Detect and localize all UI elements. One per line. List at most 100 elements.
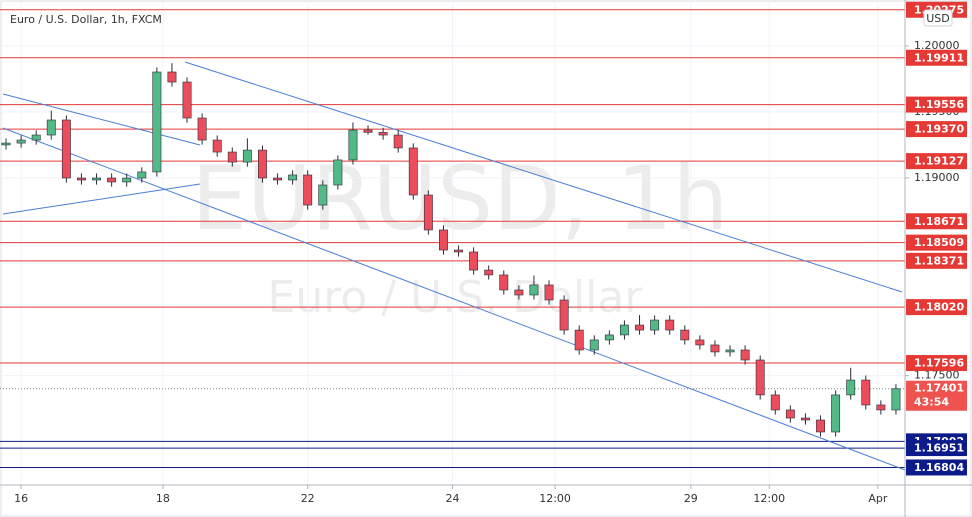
candle-body	[650, 319, 660, 331]
countdown: 43:54	[914, 396, 949, 409]
x-tick-label: 29	[684, 492, 698, 505]
watermark: EURUSD, 1h	[192, 147, 729, 250]
candle-body	[544, 284, 554, 301]
candle-body	[801, 417, 810, 421]
candle-body	[635, 324, 644, 331]
candle-body	[680, 329, 690, 341]
candle-body	[167, 71, 177, 83]
trend-line	[2, 183, 201, 215]
trend-line	[2, 127, 906, 471]
candle-body	[831, 394, 841, 433]
candle-body	[212, 139, 222, 153]
chart-title: Euro / U.S. Dollar, 1h, FXCM	[10, 13, 162, 26]
candle-body	[61, 119, 71, 179]
level-label: 1.16951	[914, 442, 964, 455]
candle-body	[31, 134, 41, 141]
level-label-box	[906, 299, 967, 316]
candle-body	[846, 379, 856, 396]
y-tick-label: 1.20000	[914, 39, 960, 52]
trend-line	[184, 61, 903, 293]
candle-body	[725, 349, 735, 353]
candle-body	[152, 71, 162, 173]
candle-body	[242, 149, 252, 163]
level-label-box	[906, 234, 967, 251]
candle-body	[574, 329, 584, 351]
x-tick-label: 24	[446, 492, 460, 505]
currency-box[interactable]	[923, 9, 953, 27]
candle-body	[363, 129, 373, 133]
level-label-box	[906, 153, 967, 170]
level-label-box	[906, 440, 967, 457]
trend-line	[2, 93, 201, 146]
candle-body	[861, 379, 871, 406]
candle-body	[695, 339, 705, 346]
level-label-box	[906, 355, 967, 372]
price-labels: 1.202751.199111.195561.193701.191271.186…	[906, 1, 967, 476]
candle-body	[137, 171, 147, 179]
candle-body	[755, 359, 765, 396]
candle-body	[499, 274, 509, 291]
level-label: 1.19127	[914, 155, 964, 168]
x-tick-label: 22	[301, 492, 315, 505]
candle-body	[288, 174, 298, 181]
candle-body	[348, 129, 358, 161]
candle-body	[393, 134, 403, 149]
candle-body	[484, 269, 494, 276]
level-label: 1.18509	[914, 236, 964, 249]
level-label: 1.17596	[914, 357, 964, 370]
candle-body	[303, 174, 313, 206]
levels	[0, 9, 905, 468]
x-tick-label: 16	[14, 492, 28, 505]
candle-body	[785, 409, 795, 419]
level-label-box	[906, 459, 967, 476]
candle-body	[333, 159, 343, 186]
price-axis: 1.200001.195001.190001.175001618222412:0…	[14, 39, 959, 505]
candle-body	[469, 251, 479, 271]
last-price-label: 1.17401	[914, 382, 964, 395]
level-label-box	[906, 252, 967, 269]
currency[interactable]: USD	[926, 12, 950, 25]
level-label-box	[906, 213, 967, 230]
candle-body	[122, 177, 132, 183]
x-tick-label: 18	[156, 492, 170, 505]
candle-body	[258, 149, 267, 179]
candle-body	[408, 147, 418, 196]
candles	[1, 63, 901, 437]
last-price-box	[906, 380, 967, 411]
level-label: 1.16804	[914, 461, 964, 474]
candle-body	[876, 404, 886, 411]
candle-body	[710, 344, 720, 353]
level-label: 1.19370	[914, 123, 964, 136]
x-tick-label: 12:00	[753, 492, 785, 505]
x-tick-label: Apr	[868, 492, 888, 505]
candle-body	[182, 81, 192, 119]
candle-body	[1, 142, 11, 146]
level-label-box	[906, 121, 967, 138]
level-label: 1.18671	[914, 215, 964, 228]
watermark-subtitle: Euro / U.S. Dollar	[268, 272, 644, 323]
candle-body	[378, 132, 388, 136]
candle-body	[770, 394, 780, 411]
candle-body	[740, 349, 750, 361]
candle-body	[454, 249, 463, 253]
candle-body	[92, 177, 101, 181]
candle-body	[227, 151, 237, 163]
level-label-box	[906, 49, 967, 66]
candle-body	[439, 229, 448, 251]
level-label: 1.19556	[914, 98, 964, 111]
candle-body	[273, 177, 282, 181]
candle-body	[16, 139, 26, 144]
candle-body	[197, 117, 207, 141]
x-tick-label: 12:00	[539, 492, 571, 505]
y-tick-label: 1.17500	[914, 369, 960, 382]
candle-body	[46, 119, 56, 136]
candle-body	[891, 388, 901, 411]
candle-body	[816, 419, 825, 433]
candle-body	[77, 177, 86, 181]
candle-body	[665, 319, 675, 331]
level-label: 1.18371	[914, 254, 964, 267]
candle-body	[559, 299, 569, 331]
